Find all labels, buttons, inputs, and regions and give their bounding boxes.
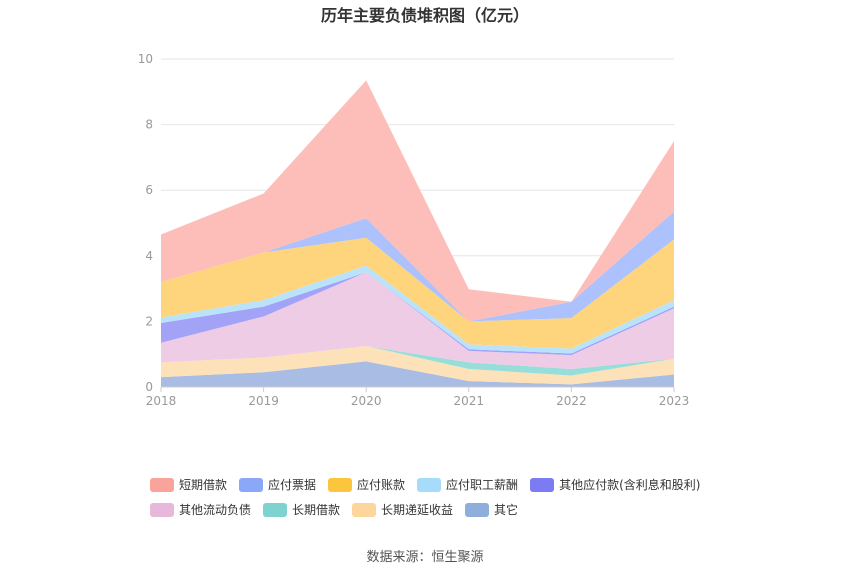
x-tick-label: 2018 — [146, 394, 177, 408]
legend-label: 其它 — [494, 503, 519, 517]
legend-label: 其他应付款(含利息和股利) — [559, 478, 701, 492]
legend-item[interactable]: 其他流动负债 — [150, 501, 251, 518]
y-tick-label: 2 — [145, 314, 153, 328]
x-tick-label: 2022 — [556, 394, 587, 408]
legend-label: 应付账款 — [357, 478, 406, 492]
x-tick-label: 2023 — [659, 394, 690, 408]
legend-swatch — [530, 477, 555, 492]
legend-swatch — [328, 477, 353, 492]
legend-item[interactable]: 短期借款 — [150, 476, 227, 493]
legend-item[interactable]: 其他应付款(含利息和股利) — [530, 476, 700, 493]
area-series — [161, 361, 674, 387]
legend-item[interactable]: 应付账款 — [328, 476, 405, 493]
legend-swatch — [417, 477, 442, 492]
legend-label: 长期递延收益 — [381, 503, 454, 517]
legend-item[interactable]: 其它 — [465, 501, 518, 518]
legend-swatch — [150, 502, 174, 517]
legend-label: 应付职工薪酬 — [446, 478, 519, 492]
y-tick-label: 6 — [145, 183, 153, 197]
stacked-area-chart: 0 2 4 6 8 10 2018 2019 2020 2021 2022 2023 — [138, 52, 690, 408]
data-source: 数据来源：恒生聚源 — [366, 550, 484, 565]
legend-label: 应付票据 — [268, 478, 317, 492]
legend-swatch — [465, 502, 490, 517]
legend-swatch — [263, 502, 288, 517]
legend-label: 短期借款 — [179, 478, 228, 492]
legend-swatch — [150, 477, 174, 492]
area-series — [161, 265, 674, 354]
chart-legend: 短期借款 应付票据 应付账款 应付职工薪酬 其他应付款(含利息和股利) 其他流动负债 长期… — [150, 472, 750, 522]
legend-label: 长期借款 — [292, 503, 341, 517]
y-tick-label: 4 — [145, 249, 153, 263]
legend-item[interactable]: 长期借款 — [263, 501, 340, 518]
area-series — [161, 346, 674, 385]
area-series — [161, 346, 674, 376]
area-series — [161, 80, 674, 322]
area-series — [161, 272, 674, 356]
legend-item[interactable]: 应付票据 — [239, 476, 316, 493]
area-series — [161, 272, 674, 369]
y-tick-label: 0 — [145, 380, 153, 394]
area-series — [161, 237, 674, 349]
x-tick-label: 2021 — [454, 394, 485, 408]
legend-row: 其他流动负债 长期借款 长期递延收益 其它 — [150, 497, 750, 522]
legend-label: 其他流动负债 — [179, 503, 252, 517]
legend-swatch — [239, 477, 264, 492]
x-tick-label: 2019 — [248, 394, 279, 408]
legend-item[interactable]: 应付职工薪酬 — [417, 476, 518, 493]
legend-swatch — [352, 502, 377, 517]
x-tick-label: 2020 — [351, 394, 382, 408]
chart-title: 历年主要负债堆积图（亿元） — [320, 6, 529, 25]
y-tick-label: 10 — [138, 52, 153, 66]
legend-item[interactable]: 长期递延收益 — [352, 501, 453, 518]
legend-row: 短期借款 应付票据 应付账款 应付职工薪酬 其他应付款(含利息和股利) — [150, 472, 750, 497]
y-tick-label: 8 — [145, 118, 153, 132]
